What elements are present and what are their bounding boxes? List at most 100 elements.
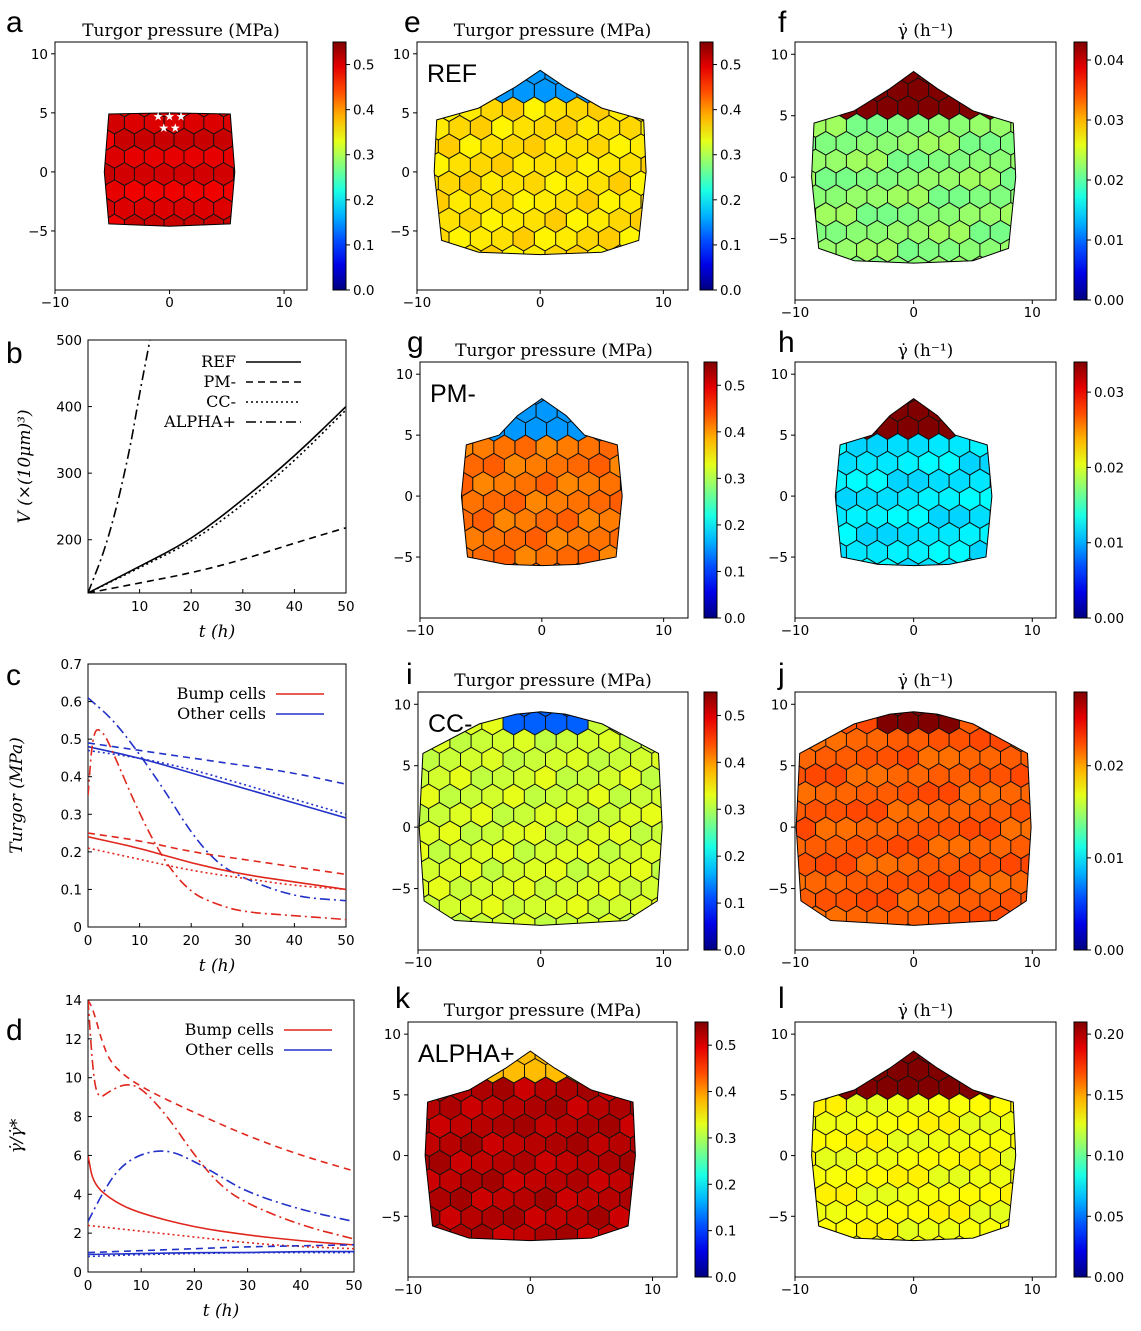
colorbar: 0.04 0.03 0.02 0.01 0.00 bbox=[1073, 41, 1124, 309]
colorbar-tick-label: 0.0 bbox=[715, 1270, 736, 1286]
colorbar-tick-label: 0.1 bbox=[715, 1224, 736, 1240]
y-tick-label: 0 bbox=[404, 489, 413, 505]
colorbar-tick-label: 0.5 bbox=[724, 378, 745, 394]
y-tick-label: −5 bbox=[768, 1209, 788, 1225]
x-tick-label: 30 bbox=[239, 1278, 256, 1294]
x-tick-label: −10 bbox=[781, 1282, 810, 1298]
x-tick-label: 0 bbox=[526, 1282, 535, 1298]
colorbar-tick-label: 0.5 bbox=[715, 1038, 736, 1054]
y-tick-label: 0 bbox=[779, 1149, 788, 1165]
series-other-cells-dashed bbox=[88, 1244, 354, 1254]
colorbar-tick-label: 0.3 bbox=[720, 148, 741, 164]
colorbar-gradient bbox=[703, 361, 718, 619]
x-tick-label: 40 bbox=[292, 1278, 309, 1294]
plot-frame bbox=[87, 339, 347, 594]
panel-label: i bbox=[406, 658, 413, 691]
y-tick-label: 0 bbox=[779, 820, 788, 836]
cell bbox=[651, 783, 663, 809]
y-tick-label: −5 bbox=[768, 550, 788, 566]
series-alpha- bbox=[88, 340, 151, 593]
colorbar-tick-label: 0.03 bbox=[1094, 385, 1124, 401]
x-tick-label: 10 bbox=[655, 295, 672, 311]
y-tick-label: 10 bbox=[771, 697, 788, 713]
panel-label: e bbox=[404, 6, 421, 39]
x-tick-label: 0 bbox=[909, 623, 918, 639]
condition-tag: CC- bbox=[428, 710, 472, 738]
cell bbox=[651, 746, 663, 773]
y-tick-label: −5 bbox=[28, 224, 48, 240]
colorbar-tick-label: 0.05 bbox=[1094, 1209, 1124, 1225]
y-tick-label: 5 bbox=[779, 759, 788, 775]
y-tick-label: 6 bbox=[73, 1148, 82, 1164]
cell bbox=[1010, 184, 1016, 209]
legend-label: CC- bbox=[206, 392, 236, 411]
legend-label: Bump cells bbox=[177, 684, 266, 703]
colorbar-tick-label: 0.0 bbox=[724, 943, 745, 959]
colorbar-tick-label: 0.2 bbox=[353, 193, 374, 209]
panel-title: γ̇ (h⁻¹) bbox=[898, 671, 954, 691]
y-tick-label: 0.2 bbox=[61, 845, 82, 861]
tissue-outline bbox=[103, 112, 236, 227]
cell bbox=[630, 1168, 636, 1194]
cell bbox=[630, 1131, 636, 1157]
colorbar-tick-label: 0.1 bbox=[724, 896, 745, 912]
y-tick-label: 0.4 bbox=[61, 770, 82, 786]
y-tick-label: 0 bbox=[73, 920, 82, 936]
tissue-outline bbox=[433, 69, 647, 256]
y-tick-label: 300 bbox=[56, 466, 82, 482]
y-tick-label: 5 bbox=[779, 109, 788, 125]
x-tick-label: 10 bbox=[644, 1282, 661, 1298]
y-tick-label: 5 bbox=[401, 106, 410, 122]
panel-title: Turgor pressure (MPa) bbox=[455, 341, 653, 361]
cell bbox=[1010, 1164, 1016, 1189]
colorbar: 0.5 0.4 0.3 0.2 0.1 0.0 bbox=[703, 691, 745, 959]
series-bump-cells-dashed bbox=[88, 1000, 354, 1172]
legend-label: ALPHA+ bbox=[163, 412, 236, 431]
y-tick-label: −5 bbox=[381, 1209, 401, 1225]
series-bump-cells-solid bbox=[88, 1155, 354, 1246]
x-tick-label: 10 bbox=[133, 1278, 150, 1294]
colorbar-tick-label: 0.5 bbox=[353, 58, 374, 74]
colorbar: 0.20 0.15 0.10 0.05 0.00 bbox=[1073, 1021, 1124, 1286]
y-tick-label: 5 bbox=[779, 1088, 788, 1104]
y-tick-label: 12 bbox=[65, 1032, 82, 1048]
x-tick-label: 0 bbox=[909, 955, 918, 971]
series-other-cells-dotted bbox=[88, 1251, 354, 1258]
colorbar: 0.5 0.4 0.3 0.2 0.1 0.0 bbox=[694, 1021, 736, 1286]
colorbar-tick-label: 0.0 bbox=[720, 283, 741, 299]
colorbar-tick-label: 0.20 bbox=[1094, 1027, 1124, 1043]
colorbar-tick-label: 0.00 bbox=[1094, 611, 1124, 627]
y-tick-label: 500 bbox=[56, 333, 82, 349]
colorbar-tick-label: 0.2 bbox=[724, 849, 745, 865]
colorbar-tick-label: 0.2 bbox=[715, 1177, 736, 1193]
y-tick-label: 5 bbox=[39, 106, 48, 122]
colorbar-tick-label: 0.01 bbox=[1094, 851, 1124, 867]
legend-label: Other cells bbox=[177, 704, 266, 723]
x-tick-label: 0 bbox=[84, 933, 93, 949]
cell bbox=[1020, 781, 1032, 806]
y-tick-label: 10 bbox=[65, 1071, 82, 1087]
colorbar-gradient bbox=[1073, 691, 1088, 951]
x-tick-label: −10 bbox=[394, 1282, 423, 1298]
series-other-cells-dashed bbox=[88, 742, 346, 785]
cell bbox=[640, 188, 647, 215]
panel-label: f bbox=[778, 6, 787, 39]
colorbar-tick-label: 0.01 bbox=[1094, 536, 1124, 552]
cell bbox=[640, 115, 647, 141]
y-tick-label: 0.6 bbox=[61, 695, 82, 711]
x-tick-label: 10 bbox=[1024, 623, 1041, 639]
colorbar-tick-label: 0.4 bbox=[715, 1085, 736, 1101]
series-ref bbox=[88, 405, 346, 593]
colorbar-tick-label: 0.00 bbox=[1094, 1270, 1124, 1286]
legend-label: PM- bbox=[203, 372, 236, 391]
cell bbox=[1020, 852, 1032, 877]
colorbar-tick-label: 0.5 bbox=[720, 58, 741, 74]
tissue-outline bbox=[418, 711, 663, 926]
y-tick-label: −5 bbox=[393, 550, 413, 566]
panel-title: Turgor pressure (MPa) bbox=[82, 21, 280, 41]
x-tick-label: −10 bbox=[781, 305, 810, 321]
y-tick-label: 400 bbox=[56, 400, 82, 416]
x-tick-label: 20 bbox=[186, 1278, 203, 1294]
